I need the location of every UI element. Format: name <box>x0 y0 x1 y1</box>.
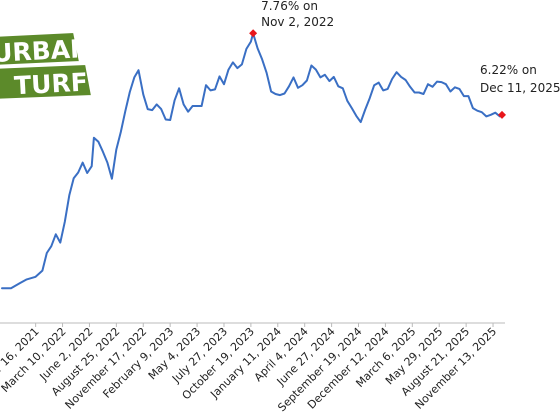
annotation-line2-text: Dec 11, 2025 <box>480 81 560 95</box>
rate-series-line <box>1 32 503 290</box>
logo-line2-text: TURF <box>13 68 88 101</box>
annotation-marker <box>498 110 506 119</box>
urban-turf-logo: URBAN TURF <box>0 30 94 101</box>
annotation-line2-text: Nov 2, 2022 <box>261 15 334 29</box>
annotations: 7.76% on Nov 2, 2022 6.22% on Dec 11, 2025 <box>249 0 560 119</box>
logo-lower-plate <box>0 62 94 101</box>
logo-upper-plate <box>0 30 82 67</box>
annotation-marker <box>249 29 258 38</box>
annotation-line1-text: 6.22% on <box>480 63 537 77</box>
annotation-line1-text: 7.76% on <box>261 0 318 13</box>
logo-line1-text: URBAN <box>0 34 92 68</box>
